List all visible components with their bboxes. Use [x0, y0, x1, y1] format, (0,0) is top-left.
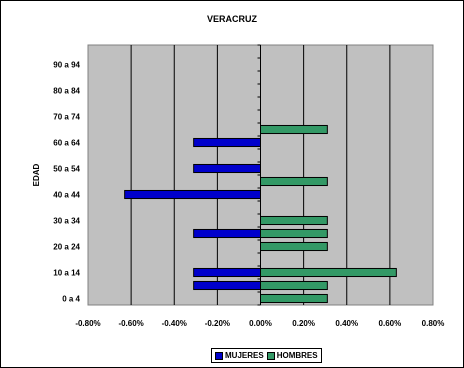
y-tick-labels: 0 a 4 10 a 14 20 a 24 30 a 34 40 a 44 50 a 54… — [53, 61, 80, 304]
bar-hombres — [260, 241, 328, 252]
y-tick-label: 40 a 44 — [53, 191, 80, 200]
bar-hombres — [260, 280, 328, 291]
y-tick-label: 70 a 74 — [53, 113, 80, 122]
legend-swatch-hombres — [266, 351, 275, 360]
y-tick-label: 50 a 54 — [53, 165, 80, 174]
bar-mujeres — [124, 189, 261, 200]
x-tick-label: 0.80% — [422, 319, 445, 328]
bar-mujeres — [193, 137, 261, 148]
bar-mujeres — [193, 267, 261, 278]
y-axis-label: EDAD — [32, 163, 41, 186]
x-tick-label: -0.20% — [205, 319, 230, 328]
bar-mujeres — [193, 228, 261, 239]
x-tick-label: 0.40% — [335, 319, 358, 328]
x-tick-label: -0.80% — [75, 319, 100, 328]
legend-item-hombres: HOMBRES — [266, 351, 318, 360]
legend-item-mujeres: MUJERES — [215, 351, 264, 360]
chart-title: VERACRUZ — [207, 14, 258, 24]
legend-label-mujeres: MUJERES — [225, 351, 264, 360]
bar-hombres — [260, 267, 397, 278]
legend-swatch-mujeres — [215, 351, 223, 360]
bar-hombres — [260, 176, 328, 187]
x-tick-label: 0.20% — [292, 319, 315, 328]
legend: MUJERES HOMBRES — [211, 348, 322, 363]
category-axis — [257, 44, 261, 306]
grid-lines — [130, 45, 391, 305]
bar-mujeres — [193, 280, 261, 291]
bar-hombres — [260, 124, 328, 135]
legend-label-hombres: HOMBRES — [276, 351, 318, 360]
y-tick-label: 30 a 34 — [53, 217, 80, 226]
bar-mujeres — [193, 163, 261, 174]
bar-hombres — [260, 215, 328, 226]
y-tick-label: 60 a 64 — [53, 139, 80, 148]
y-tick-label: 20 a 24 — [53, 243, 80, 252]
bar-hombres — [260, 228, 328, 239]
y-tick-label: 90 a 94 — [53, 61, 80, 70]
x-tick-label: -0.40% — [162, 319, 187, 328]
bars — [124, 124, 397, 304]
x-tick-label: -0.60% — [118, 319, 143, 328]
bar-hombres — [260, 293, 328, 304]
y-tick-label: 80 a 84 — [53, 87, 80, 96]
x-tick-label: 0.00% — [249, 319, 272, 328]
y-tick-label: 10 a 14 — [53, 269, 80, 278]
x-tick-label: 0.60% — [379, 319, 402, 328]
y-tick-label: 0 a 4 — [62, 295, 80, 304]
x-tick-labels: -0.80% -0.60% -0.40% -0.20% 0.00% 0.20% 0.40% 0… — [75, 319, 444, 328]
